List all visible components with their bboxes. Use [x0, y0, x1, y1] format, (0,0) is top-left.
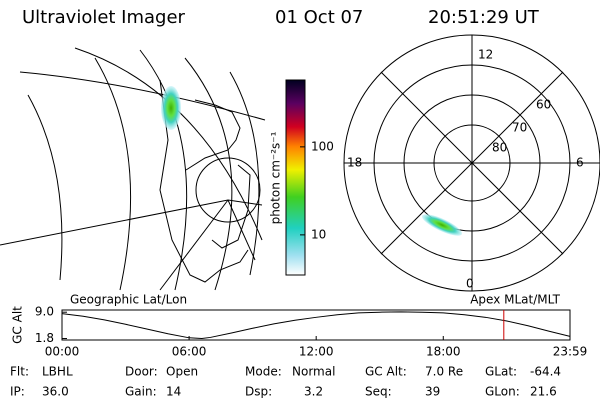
mlt-label: 18 [347, 156, 362, 170]
y-tick-label: 1.8 [35, 331, 54, 345]
footer-label: GLon: [485, 385, 520, 399]
mlt-label: 12 [478, 48, 493, 62]
mlt-label: 0 [466, 277, 474, 291]
mlt-label: 6 [576, 156, 584, 170]
footer-label: GLat: [485, 365, 517, 379]
footer-value: 36.0 [42, 385, 69, 399]
x-tick-label: 23:59 [553, 345, 588, 359]
footer-label: Dsp: [245, 385, 272, 399]
lat-label: 80 [492, 141, 507, 155]
time: 20:51:29 UT [428, 7, 540, 28]
footer-label: Mode: [245, 365, 282, 379]
x-tick-label: 00:00 [45, 345, 80, 359]
footer-label: Door: [125, 365, 158, 379]
footer-value: -64.4 [530, 365, 561, 379]
plot-title-right: Apex MLat/MLT [470, 293, 560, 307]
title: Ultraviolet Imager [22, 7, 186, 28]
footer-value: 3.2 [304, 385, 323, 399]
date: 01 Oct 07 [275, 7, 363, 28]
footer-value: LBHL [42, 365, 73, 379]
lat-label: 70 [512, 121, 527, 135]
plot-frame [61, 309, 571, 341]
y-axis-label: GC Alt [11, 306, 25, 344]
footer-value: 21.6 [530, 385, 557, 399]
x-tick-label: 12:00 [299, 345, 334, 359]
footer-label: Seq: [365, 385, 392, 399]
aurora [421, 214, 463, 236]
plot-title-left: Geographic Lat/Lon [70, 293, 187, 307]
colorbar-label: photon cm⁻²s⁻¹ [269, 131, 283, 224]
footer-value: 7.0 Re [425, 365, 463, 379]
geo-map [0, 47, 266, 291]
colorbar [285, 79, 306, 276]
aurora [161, 86, 181, 130]
footer-value: Normal [292, 365, 335, 379]
colorbar-tick-label: 100 [311, 139, 334, 153]
polar-grid [343, 34, 600, 292]
footer-label: Gain: [125, 385, 157, 399]
x-tick-label: 18:00 [426, 345, 461, 359]
footer-value: 14 [166, 385, 181, 399]
lat-label: 60 [536, 98, 551, 112]
footer-label: GC Alt: [365, 365, 407, 379]
footer-label: IP: [10, 385, 25, 399]
altitude-line [61, 311, 571, 340]
footer-value: Open [166, 365, 198, 379]
footer-value: 39 [425, 385, 440, 399]
colorbar-tick-label: 10 [311, 227, 326, 241]
footer-label: Flt: [10, 365, 29, 379]
y-tick-label: 9.0 [35, 305, 54, 319]
x-tick-label: 06:00 [172, 345, 207, 359]
